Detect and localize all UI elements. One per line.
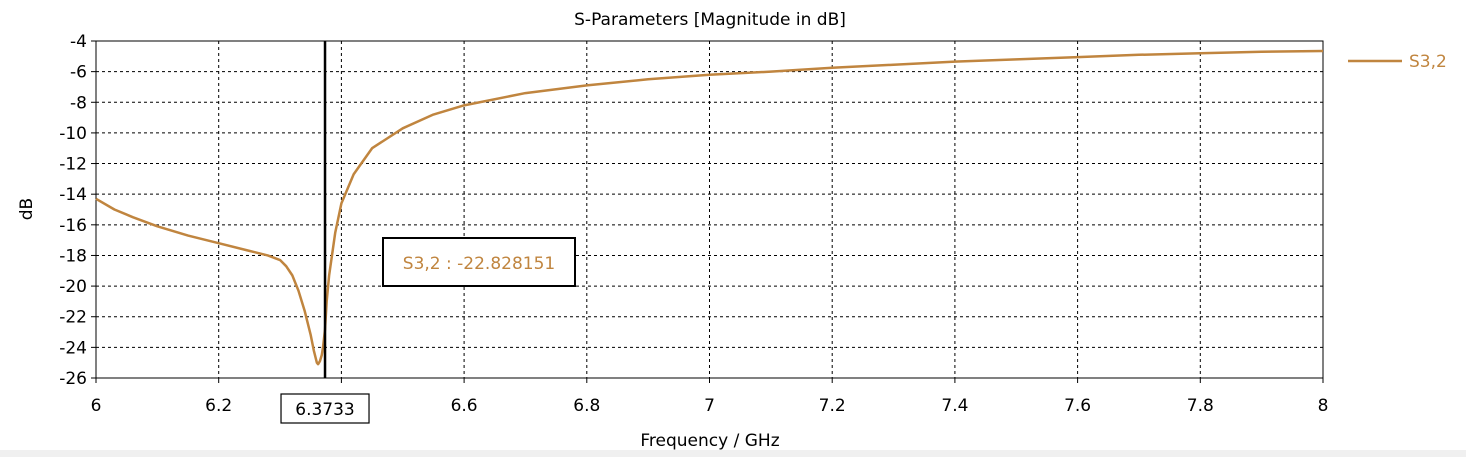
y-tick-label: -24: [59, 338, 87, 358]
grid-layer: [91, 40, 1324, 383]
marker-x-label: 6.3733: [295, 400, 354, 420]
x-tick-label: 7.6: [1064, 396, 1091, 416]
window-bottom-strip: [0, 450, 1466, 457]
y-tick-label: -18: [59, 246, 87, 266]
marker-x-box: [280, 393, 370, 424]
x-tick-label: 7.8: [1187, 396, 1214, 416]
y-tick-label: -16: [59, 216, 87, 236]
y-tick-label: -4: [70, 32, 87, 52]
x-axis-label: Frequency / GHz: [640, 431, 779, 451]
chart-title: S-Parameters [Magnitude in dB]: [574, 10, 846, 30]
y-tick-label: -22: [59, 308, 87, 328]
x-tick-labels: 6 6.2 6.6 6.8 7 7.2 7.4 7.6 7.8 8: [91, 396, 1329, 416]
x-tick-label: 6: [91, 396, 102, 416]
y-tick-label: -26: [59, 369, 87, 389]
x-tick-label: 7.2: [819, 396, 846, 416]
x-tick-label: 7: [704, 396, 715, 416]
x-tick-label: 8: [1318, 396, 1329, 416]
marker-annotation-box: [382, 237, 576, 287]
y-tick-label: -8: [70, 93, 87, 113]
marker-annotation-text: S3,2 : -22.828151: [403, 254, 555, 274]
x-tick-label: 6.2: [205, 396, 232, 416]
plot-frame: [95, 40, 1324, 379]
y-tick-label: -20: [59, 277, 87, 297]
legend[interactable]: S3,2: [1348, 52, 1447, 72]
y-tick-label: -12: [59, 155, 87, 175]
y-tick-label: -10: [59, 124, 87, 144]
series-line-s3-2: [95, 49, 1324, 366]
y-tick-label: -14: [59, 185, 87, 205]
x-tick-label: 7.4: [941, 396, 968, 416]
x-tick-label: 6.8: [573, 396, 600, 416]
y-axis-label: dB: [17, 198, 37, 220]
marker-layer[interactable]: 6.3733 S3,2 : -22.828151: [280, 41, 576, 424]
y-tick-labels: -4 -6 -8 -10 -12 -14 -16 -18 -20 -22 -24 -26: [59, 32, 87, 389]
x-tick-label: 6.6: [451, 396, 478, 416]
y-tick-label: -6: [70, 63, 87, 83]
legend-label: S3,2: [1409, 52, 1447, 72]
series-layer: [95, 49, 1324, 366]
